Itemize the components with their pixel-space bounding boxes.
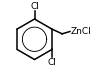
Text: ZnCl: ZnCl <box>71 27 91 36</box>
Text: Cl: Cl <box>48 58 56 67</box>
Text: Cl: Cl <box>30 2 39 11</box>
